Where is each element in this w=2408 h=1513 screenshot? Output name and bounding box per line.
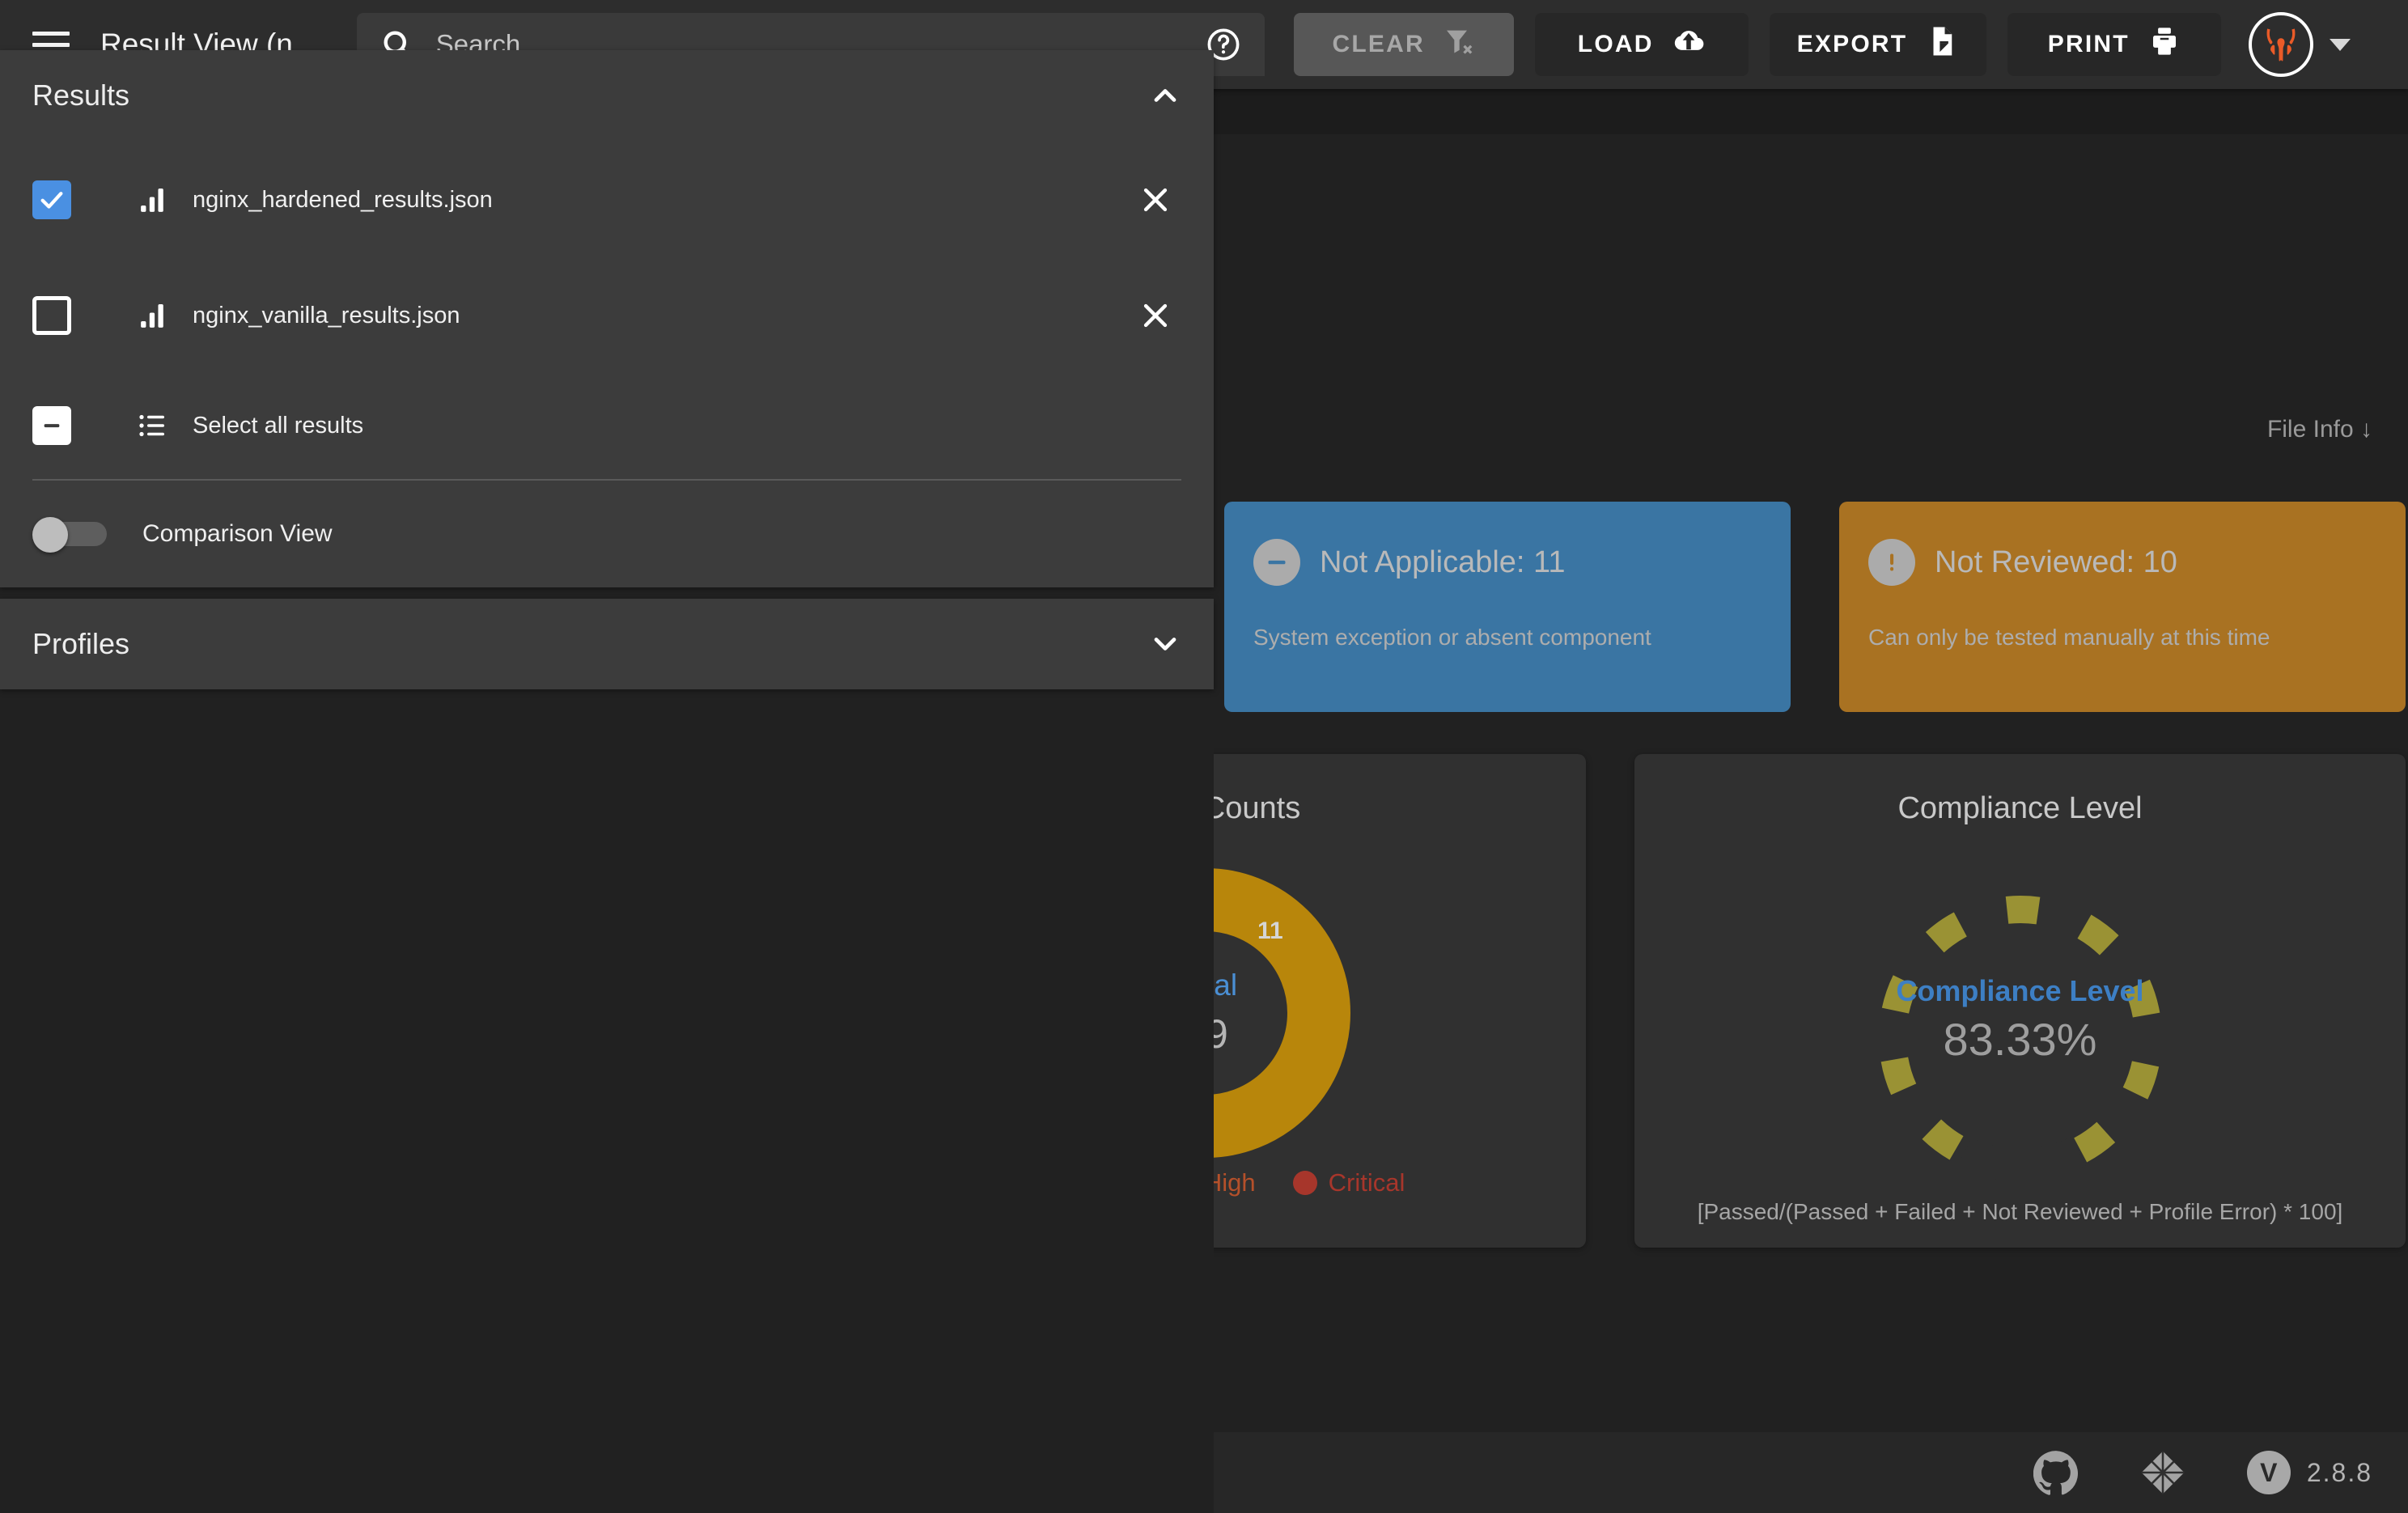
profiles-section: Profiles xyxy=(0,599,1214,689)
export-button[interactable]: EXPORT xyxy=(1769,13,1987,76)
version-display[interactable]: V 2.8.8 xyxy=(2246,1451,2372,1494)
results-section: Results nginx_hardened_results.js xyxy=(0,50,1214,587)
help-circle-icon[interactable] xyxy=(1205,26,1242,63)
gauge-center: Compliance Level 83.33% xyxy=(1634,974,2406,1066)
printer-icon xyxy=(2147,24,2181,65)
github-icon[interactable] xyxy=(2033,1450,2079,1495)
load-button[interactable]: LOAD xyxy=(1534,13,1749,76)
print-button[interactable]: PRINT xyxy=(2007,13,2222,76)
comparison-view-label: Comparison View xyxy=(142,520,333,547)
status-card-not-applicable[interactable]: Not Applicable: 11 System exception or a… xyxy=(1224,502,1791,712)
status-card-not-reviewed[interactable]: Not Reviewed: 10 Can only be tested manu… xyxy=(1839,502,2406,712)
heimdall-logo-icon[interactable] xyxy=(2249,12,2314,77)
close-icon[interactable] xyxy=(1138,298,1173,333)
result-checkbox[interactable] xyxy=(32,180,71,219)
legend-item-critical[interactable]: Critical xyxy=(1292,1168,1405,1197)
caret-down-icon[interactable] xyxy=(2330,38,2351,51)
legend-label-critical: Critical xyxy=(1328,1168,1405,1197)
card-title: Not Applicable: 11 xyxy=(1320,545,1566,579)
list-icon xyxy=(134,407,172,444)
chevron-down-icon[interactable] xyxy=(1147,626,1183,662)
version-text: 2.8.8 xyxy=(2306,1457,2372,1487)
clear-button-label: CLEAR xyxy=(1332,31,1425,57)
card-title: Not Reviewed: 10 xyxy=(1935,545,2177,579)
compliance-gauge xyxy=(1859,875,2182,1199)
select-all-checkbox[interactable] xyxy=(32,406,71,445)
bar-chart-icon xyxy=(134,297,172,334)
version-badge-icon: V xyxy=(2246,1451,2291,1494)
comparison-view-toggle[interactable] xyxy=(32,517,107,553)
compliance-formula: [Passed/(Passed + Failed + Not Reviewed … xyxy=(1697,1199,2343,1224)
card-subtitle: Can only be tested manually at this time xyxy=(1868,625,2270,650)
gauge-center-label: Compliance Level xyxy=(1896,974,2144,1007)
results-section-title: Results xyxy=(32,78,130,112)
result-checkbox[interactable] xyxy=(32,296,71,335)
gem-icon[interactable] xyxy=(2140,1450,2185,1495)
results-section-header[interactable]: Results xyxy=(0,50,1214,141)
file-export-icon xyxy=(1925,24,1959,65)
donut-slice-label: 11 xyxy=(1257,918,1283,944)
select-all-label: Select all results xyxy=(193,412,364,439)
navigation-drawer: Results nginx_hardened_results.js xyxy=(0,50,1214,1513)
legend-dot-critical xyxy=(1292,1171,1317,1195)
card-header: Not Applicable: 11 xyxy=(1253,539,1761,586)
card-header: Not Reviewed: 10 xyxy=(1868,539,2376,586)
comparison-view-row[interactable]: Comparison View xyxy=(0,481,1214,587)
gauge-center-value: 83.33% xyxy=(1943,1014,2097,1065)
result-file-name: nginx_hardened_results.json xyxy=(193,186,493,213)
load-button-label: LOAD xyxy=(1577,31,1654,57)
result-file-name: nginx_vanilla_results.json xyxy=(193,302,460,328)
chevron-up-icon[interactable] xyxy=(1147,78,1183,113)
card-subtitle: System exception or absent component xyxy=(1253,625,1651,650)
user-menu[interactable] xyxy=(2249,12,2351,77)
result-item-row[interactable]: nginx_vanilla_results.json xyxy=(0,259,1214,372)
print-button-label: PRINT xyxy=(2047,31,2130,57)
clear-button[interactable]: CLEAR xyxy=(1293,13,1514,76)
result-item-row[interactable]: nginx_hardened_results.json xyxy=(0,141,1214,259)
toggle-knob xyxy=(32,517,68,553)
cloud-upload-icon xyxy=(1672,24,1706,65)
close-icon[interactable] xyxy=(1138,182,1173,218)
panel-title: Compliance Level xyxy=(1897,791,2143,825)
select-all-results-row[interactable]: Select all results xyxy=(0,372,1214,479)
bar-chart-icon xyxy=(134,181,172,218)
profiles-section-header[interactable]: Profiles xyxy=(0,599,1214,689)
compliance-level-panel: Compliance Level Compliance Level 83.33%… xyxy=(1634,754,2406,1248)
minus-circle-icon xyxy=(1253,539,1300,586)
filter-remove-icon xyxy=(1443,25,1475,64)
exclamation-circle-icon xyxy=(1868,539,1915,586)
export-button-label: EXPORT xyxy=(1796,31,1908,57)
profiles-section-title: Profiles xyxy=(32,627,130,660)
file-info-toggle[interactable]: File Info ↓ xyxy=(2266,416,2372,443)
drawer-divider xyxy=(32,479,1181,481)
